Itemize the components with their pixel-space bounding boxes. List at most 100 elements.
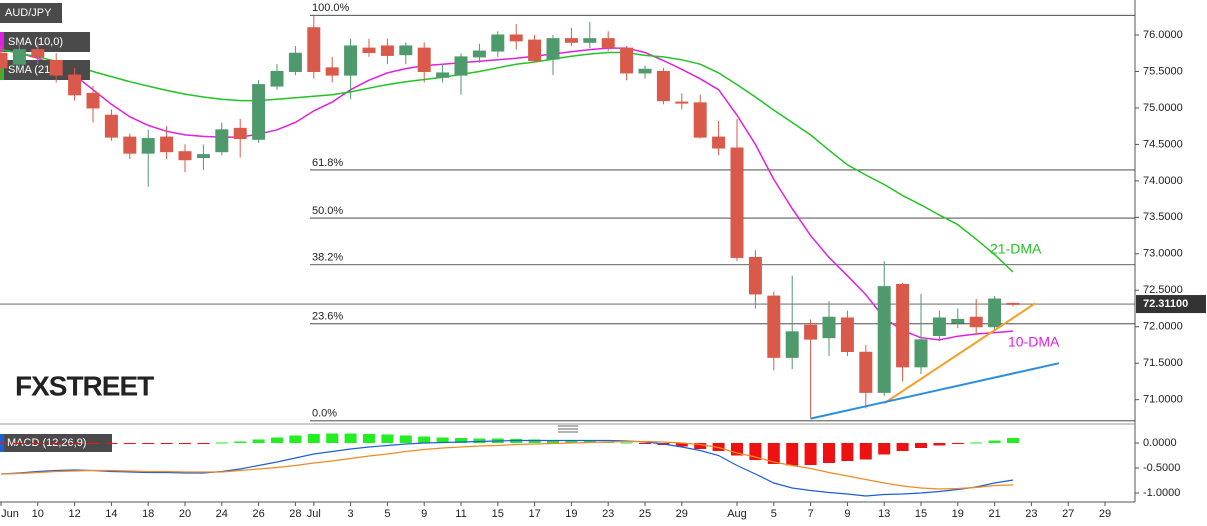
candle-body [675, 101, 689, 104]
trendline [810, 362, 1060, 420]
y-tick-label: 72.0000 [1143, 321, 1183, 333]
pane-handle [558, 425, 578, 433]
candle-body [307, 27, 321, 72]
macd-line [0, 440, 1014, 490]
macd-bar [933, 443, 946, 446]
macd-bar [841, 443, 854, 461]
candle-body [564, 38, 578, 43]
macd-bar [215, 442, 228, 444]
macd-bar [179, 443, 191, 444]
x-tick-label: 15 [492, 508, 504, 520]
y-tick-label: 73.5000 [1143, 211, 1183, 223]
macd-bar [197, 443, 210, 444]
x-tick-label: 21 [988, 508, 1000, 520]
macd-bar [547, 440, 559, 443]
candle-body [123, 136, 137, 154]
x-tick-label: 15 [915, 508, 927, 520]
macd-bar [951, 443, 964, 444]
macd-bar [307, 434, 320, 443]
candle-body [104, 114, 118, 138]
legend-label: SMA (10,0) [8, 36, 63, 48]
candle-body [454, 56, 468, 76]
y-tick-label: 71.5000 [1143, 357, 1183, 369]
macd-bar [823, 443, 835, 463]
candle-body [767, 295, 781, 358]
macd-bar [0, 443, 7, 444]
title-box [0, 3, 62, 23]
x-tick-label: 28 [289, 508, 301, 520]
trendline [883, 302, 1036, 405]
macd-bar [399, 435, 412, 443]
x-tick-label: 19 [565, 508, 577, 520]
candle-body [399, 45, 413, 56]
y-tick-label: -0.5000 [1143, 462, 1180, 474]
macd-bar [694, 443, 707, 449]
macd-bar [786, 443, 799, 466]
candle-body [0, 52, 8, 69]
candle-body [785, 331, 799, 358]
x-tick-label: 25 [639, 508, 651, 520]
macd-bar [767, 443, 780, 464]
candle-body [325, 67, 339, 76]
annotation: 10-DMA [1008, 334, 1060, 350]
x-tick-label: 26 [252, 508, 264, 520]
candle-body [233, 127, 247, 140]
candle-body [252, 84, 266, 140]
macd-bar [160, 443, 173, 444]
fib-label: 61.8% [312, 157, 343, 169]
candle-body [656, 70, 670, 102]
last-price-label: 72.31100 [1143, 298, 1188, 310]
candle-body [804, 324, 818, 340]
candle-body [969, 316, 983, 328]
x-tick-label: 18 [142, 508, 154, 520]
candle-body [583, 38, 597, 43]
candle-body [822, 316, 836, 339]
candle-body [417, 47, 431, 72]
candle-body [877, 286, 891, 393]
macd-bar [970, 442, 983, 444]
x-tick-label: 10 [32, 508, 44, 520]
macd-bar [675, 443, 688, 447]
macd-bar [473, 438, 486, 443]
y-tick-label: 75.0000 [1143, 102, 1183, 114]
macd-bar [455, 438, 467, 443]
candle-body [380, 45, 394, 56]
macd-bar [252, 439, 265, 443]
candle-body [160, 136, 174, 153]
y-tick-label: 73.0000 [1143, 248, 1183, 260]
candle-body [491, 34, 505, 52]
candle-body [436, 72, 450, 78]
y-tick-label: 75.5000 [1143, 65, 1183, 77]
candle-body [196, 154, 210, 159]
x-tick-label: 29 [676, 508, 688, 520]
candle-body [68, 74, 82, 96]
x-tick-label: 12 [68, 508, 80, 520]
x-tick-label: Jul [307, 508, 321, 520]
candle-body [178, 151, 192, 161]
candle-body [693, 102, 707, 138]
candle-body [472, 50, 486, 58]
last-price-box [1136, 295, 1206, 314]
macd-bar [381, 434, 394, 443]
macd-bar [878, 443, 891, 455]
macd-bar [289, 435, 302, 443]
x-tick-label: 11 [455, 508, 466, 520]
x-tick-label: 9 [421, 508, 427, 520]
macd-bar [528, 439, 541, 443]
x-tick-label: 9 [844, 508, 850, 520]
x-tick-label: 7 [808, 508, 814, 520]
candle-body [141, 138, 155, 154]
y-tick-label: 0.0000 [1143, 437, 1177, 449]
x-tick-label: 13 [878, 508, 890, 520]
macd-line [0, 439, 1014, 497]
macd-bar [620, 442, 633, 444]
y-tick-label: 72.5000 [1143, 284, 1183, 296]
annotation: 21-DMA [990, 241, 1042, 257]
candle-body [344, 45, 358, 76]
macd-bar [363, 434, 375, 443]
x-tick-label: 23 [602, 508, 614, 520]
x-tick-label: 20 [179, 508, 191, 520]
legend-swatch [0, 60, 4, 80]
fib-label: 0.0% [312, 408, 337, 420]
